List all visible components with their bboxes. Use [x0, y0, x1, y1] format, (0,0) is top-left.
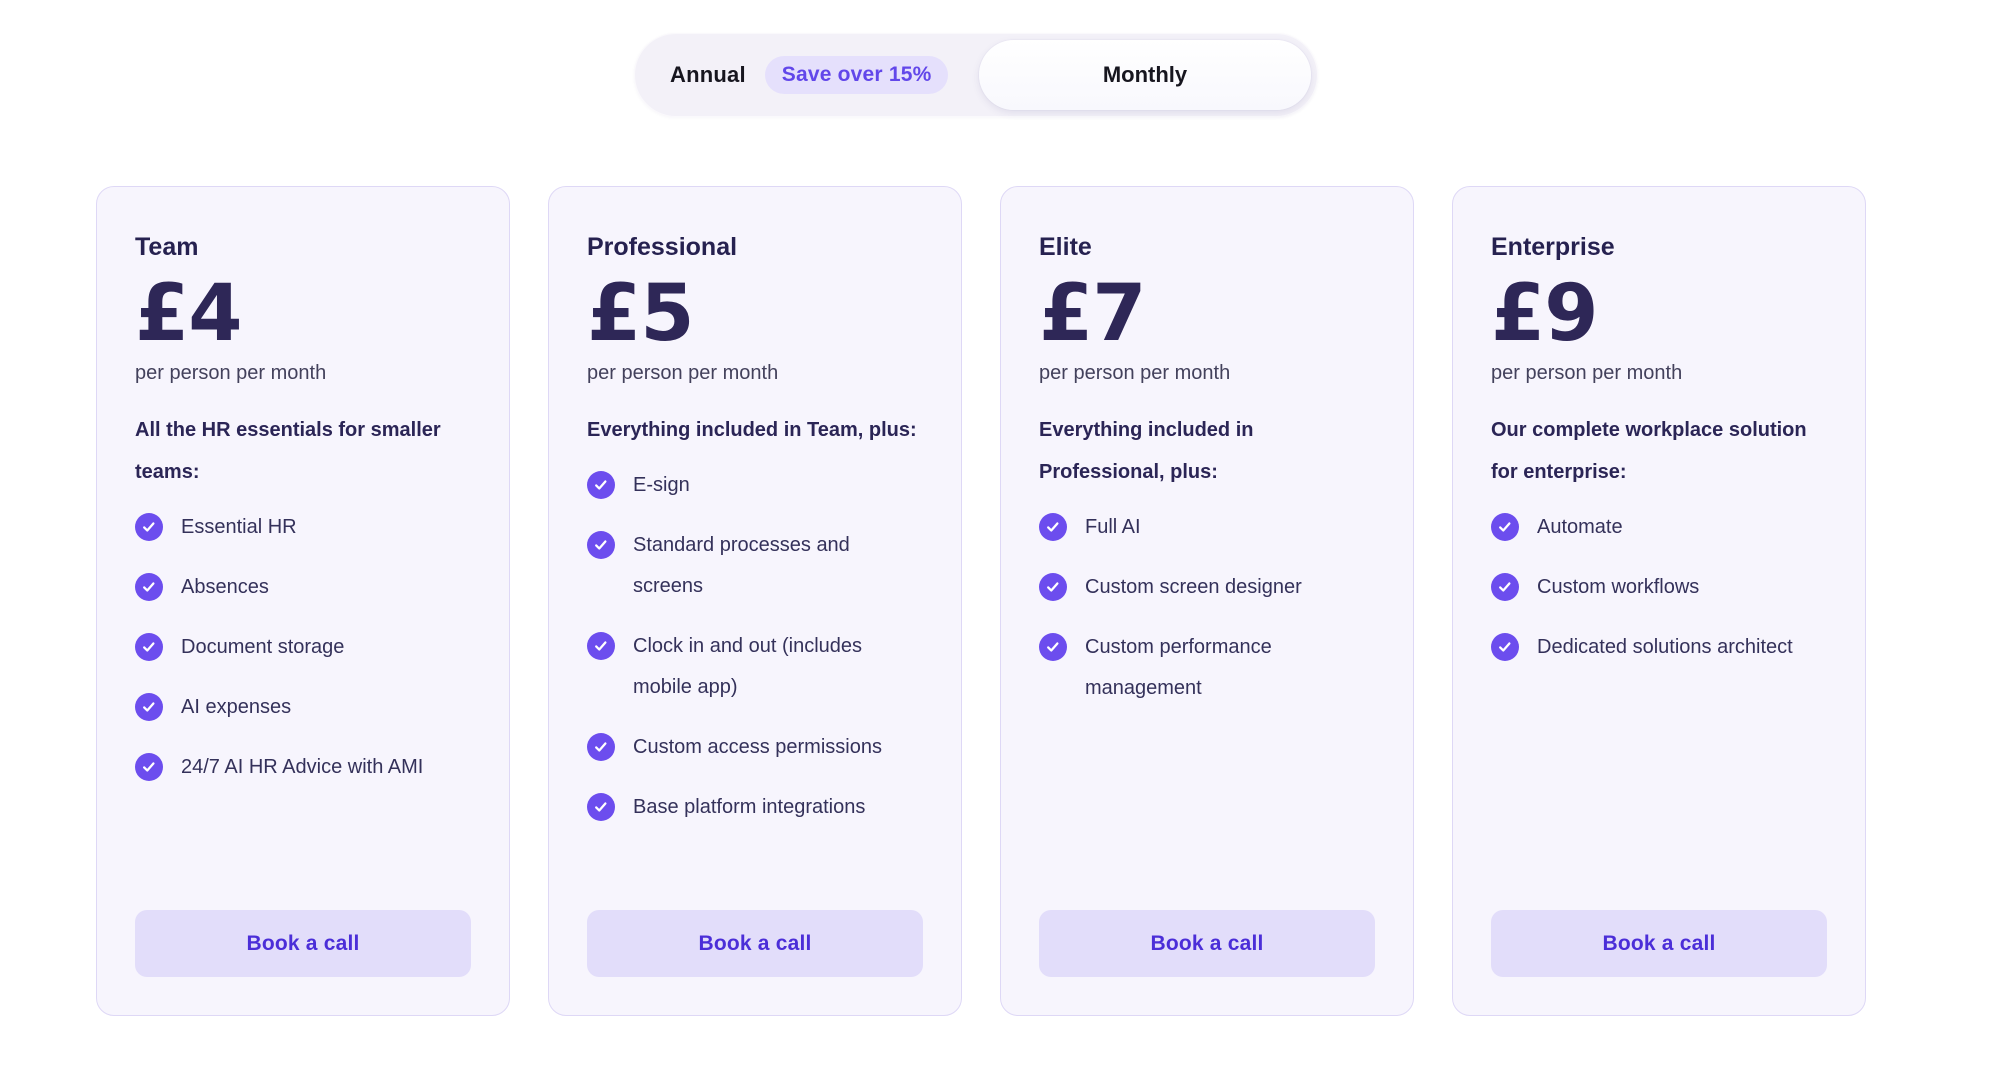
billing-option-annual[interactable]: Annual Save over 15%: [641, 56, 979, 94]
feature-label: Essential HR: [181, 516, 297, 538]
check-icon: [1039, 513, 1067, 541]
feature-label: 24/7 AI HR Advice with AMI: [181, 756, 424, 778]
feature-item: Standard processes and screens: [587, 525, 923, 607]
plan-description: Everything included in Team, plus:: [587, 419, 917, 441]
feature-label: Custom screen designer: [1085, 576, 1302, 598]
save-badge: Save over 15%: [764, 56, 949, 94]
feature-label: Dedicated solutions architect: [1537, 636, 1793, 658]
plan-description: Our complete workplace solution for ente…: [1491, 419, 1807, 483]
plan-name: Team: [135, 233, 199, 261]
feature-item: 24/7 AI HR Advice with AMI: [135, 747, 471, 788]
plan-name: Enterprise: [1491, 233, 1615, 261]
plan-description: All the HR essentials for smaller teams:: [135, 419, 441, 483]
feature-item: Automate: [1491, 507, 1827, 548]
check-icon: [135, 693, 163, 721]
feature-label: Absences: [181, 576, 269, 598]
book-call-button[interactable]: Book a call: [135, 910, 471, 977]
check-icon: [587, 632, 615, 660]
check-icon: [135, 573, 163, 601]
feature-item: Document storage: [135, 627, 471, 668]
plan-description: Everything included in Professional, plu…: [1039, 419, 1254, 483]
billing-option-monthly[interactable]: Monthly: [979, 40, 1311, 110]
feature-item: Base platform integrations: [587, 787, 923, 828]
book-call-button[interactable]: Book a call: [1491, 910, 1827, 977]
feature-item: Custom access permissions: [587, 727, 923, 768]
plan-name: Elite: [1039, 233, 1092, 261]
feature-list: Essential HR Absences Document storage A…: [135, 507, 471, 807]
check-icon: [587, 531, 615, 559]
check-icon: [1491, 573, 1519, 601]
price-period: per person per month: [1039, 362, 1231, 384]
feature-item: Custom performance management: [1039, 627, 1375, 709]
monthly-label: Monthly: [1102, 62, 1188, 87]
feature-label: AI expenses: [181, 696, 292, 718]
pricing-card-professional: Professional £5 per person per month Eve…: [548, 186, 962, 1016]
plan-price: £4: [135, 269, 243, 359]
pricing-card-team: Team £4 per person per month All the HR …: [96, 186, 510, 1016]
feature-item: Essential HR: [135, 507, 471, 548]
billing-toggle: Annual Save over 15% Monthly: [634, 33, 1318, 117]
feature-label: Custom performance management: [1085, 636, 1272, 699]
check-icon: [135, 753, 163, 781]
feature-item: E-sign: [587, 465, 923, 506]
plan-price: £5: [587, 269, 695, 359]
feature-item: Full AI: [1039, 507, 1375, 548]
price-period: per person per month: [1491, 362, 1683, 384]
feature-list: E-sign Standard processes and screens Cl…: [587, 465, 923, 847]
feature-item: Dedicated solutions architect: [1491, 627, 1827, 668]
feature-label: E-sign: [633, 474, 690, 496]
check-icon: [587, 733, 615, 761]
annual-label: Annual: [670, 62, 746, 87]
feature-list: Automate Custom workflows Dedicated solu…: [1491, 507, 1827, 687]
feature-item: Custom workflows: [1491, 567, 1827, 608]
pricing-cards: Team £4 per person per month All the HR …: [96, 186, 1874, 1016]
feature-label: Automate: [1537, 516, 1623, 538]
feature-label: Base platform integrations: [633, 796, 866, 818]
check-icon: [1491, 633, 1519, 661]
check-icon: [587, 793, 615, 821]
pricing-card-enterprise: Enterprise £9 per person per month Our c…: [1452, 186, 1866, 1016]
check-icon: [135, 633, 163, 661]
feature-label: Custom access permissions: [633, 736, 882, 758]
feature-label: Clock in and out (includes mobile app): [633, 635, 863, 698]
check-icon: [1039, 633, 1067, 661]
feature-item: Absences: [135, 567, 471, 608]
plan-price: £9: [1491, 269, 1599, 359]
feature-item: Clock in and out (includes mobile app): [587, 626, 923, 708]
feature-label: Standard processes and screens: [633, 534, 850, 597]
check-icon: [1039, 573, 1067, 601]
plan-name: Professional: [587, 233, 738, 261]
price-period: per person per month: [135, 362, 327, 384]
feature-label: Document storage: [181, 636, 345, 658]
pricing-card-elite: Elite £7 per person per month Everything…: [1000, 186, 1414, 1016]
feature-item: AI expenses: [135, 687, 471, 728]
book-call-button[interactable]: Book a call: [587, 910, 923, 977]
feature-label: Custom workflows: [1537, 576, 1700, 598]
check-icon: [587, 471, 615, 499]
feature-label: Full AI: [1085, 516, 1141, 538]
feature-item: Custom screen designer: [1039, 567, 1375, 608]
check-icon: [135, 513, 163, 541]
check-icon: [1491, 513, 1519, 541]
book-call-button[interactable]: Book a call: [1039, 910, 1375, 977]
plan-price: £7: [1039, 269, 1147, 359]
feature-list: Full AI Custom screen designer Custom pe…: [1039, 507, 1375, 728]
price-period: per person per month: [587, 362, 779, 384]
